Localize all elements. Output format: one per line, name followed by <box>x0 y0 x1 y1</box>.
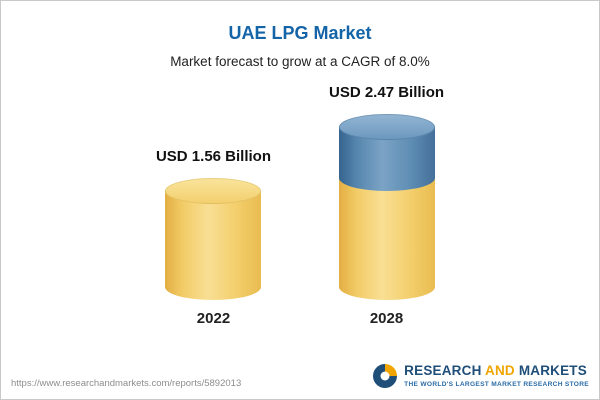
bar-group-2028: USD 2.47 Billion 2028 <box>329 84 444 327</box>
logo-icon <box>372 363 398 389</box>
logo-name: RESEARCH AND MARKETS <box>404 363 587 379</box>
bar-chart: USD 1.56 Billion 2022 USD 2.47 Billion 2… <box>1 75 599 327</box>
value-label-2028: USD 2.47 Billion <box>329 84 445 101</box>
research-and-markets-logo: RESEARCH AND MARKETS THE WORLD'S LARGEST… <box>372 363 589 389</box>
chart-subtitle: Market forecast to grow at a CAGR of 8.0… <box>170 54 430 69</box>
chart-header: UAE LPG Market Market forecast to grow a… <box>1 1 599 69</box>
cylinder-bar-2028 <box>338 114 435 300</box>
report-url: https://www.researchandmarkets.com/repor… <box>11 378 242 389</box>
value-label-2022: USD 1.56 Billion <box>155 148 271 165</box>
category-label-2028: 2028 <box>369 310 404 327</box>
bar-group-2022: USD 1.56 Billion 2022 <box>156 148 271 327</box>
cylinder-bar-2022 <box>165 178 262 300</box>
chart-title: UAE LPG Market <box>228 23 372 43</box>
category-label-2022: 2022 <box>196 310 231 327</box>
logo-tagline: THE WORLD'S LARGEST MARKET RESEARCH STOR… <box>404 380 589 388</box>
footer: https://www.researchandmarkets.com/repor… <box>1 355 599 399</box>
logo-text: RESEARCH AND MARKETS THE WORLD'S LARGEST… <box>404 363 589 388</box>
